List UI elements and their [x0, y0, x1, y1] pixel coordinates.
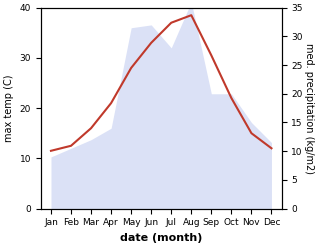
Y-axis label: max temp (C): max temp (C)	[4, 74, 14, 142]
Y-axis label: med. precipitation (kg/m2): med. precipitation (kg/m2)	[304, 43, 314, 174]
X-axis label: date (month): date (month)	[120, 233, 203, 243]
